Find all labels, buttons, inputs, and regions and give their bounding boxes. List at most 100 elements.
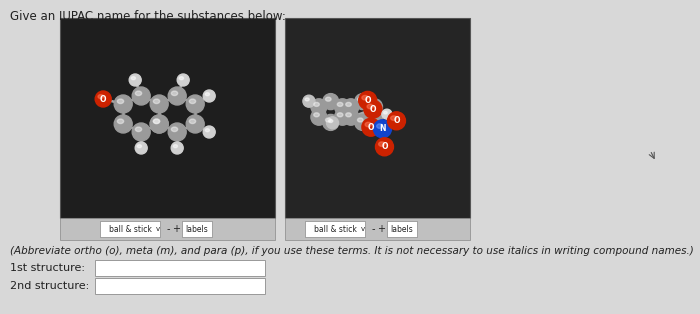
Circle shape — [388, 112, 405, 130]
Bar — [285, 18, 470, 218]
Text: O: O — [365, 96, 371, 105]
Ellipse shape — [377, 124, 383, 128]
Circle shape — [335, 109, 351, 125]
Text: 1st structure:: 1st structure: — [10, 263, 85, 273]
Text: ball & stick: ball & stick — [314, 225, 356, 234]
Ellipse shape — [135, 91, 141, 95]
Text: ball & stick: ball & stick — [108, 225, 151, 234]
Ellipse shape — [189, 99, 196, 104]
Text: O: O — [100, 95, 106, 104]
Ellipse shape — [174, 145, 178, 148]
Ellipse shape — [384, 111, 387, 114]
Bar — [387, 221, 417, 237]
Ellipse shape — [365, 122, 372, 127]
Circle shape — [374, 120, 391, 138]
Circle shape — [358, 91, 377, 109]
Circle shape — [311, 99, 327, 115]
Circle shape — [355, 94, 371, 110]
Ellipse shape — [118, 119, 124, 123]
Circle shape — [355, 114, 371, 130]
Circle shape — [303, 95, 315, 107]
Ellipse shape — [118, 99, 124, 104]
Text: Give an IUPAC name for the substances below:: Give an IUPAC name for the substances be… — [10, 10, 286, 23]
Circle shape — [130, 74, 141, 86]
Circle shape — [168, 87, 186, 105]
Ellipse shape — [346, 102, 351, 106]
Bar — [100, 221, 160, 237]
Ellipse shape — [314, 113, 319, 117]
Circle shape — [375, 138, 393, 156]
Text: +: + — [377, 224, 385, 234]
Circle shape — [367, 99, 382, 115]
Ellipse shape — [132, 77, 136, 80]
Circle shape — [362, 118, 380, 136]
Ellipse shape — [337, 113, 343, 117]
Ellipse shape — [314, 102, 319, 106]
Ellipse shape — [370, 113, 375, 117]
Circle shape — [364, 100, 382, 118]
Ellipse shape — [189, 119, 196, 123]
Circle shape — [172, 142, 183, 154]
Ellipse shape — [153, 119, 160, 123]
Ellipse shape — [346, 113, 351, 117]
Circle shape — [203, 90, 215, 102]
Circle shape — [186, 115, 204, 133]
Text: O: O — [370, 105, 376, 114]
Ellipse shape — [205, 93, 209, 96]
Circle shape — [114, 95, 132, 113]
Text: v: v — [361, 226, 365, 232]
Text: +: + — [172, 224, 180, 234]
Circle shape — [343, 109, 359, 125]
Ellipse shape — [391, 116, 397, 120]
Ellipse shape — [337, 102, 343, 106]
Text: -: - — [167, 224, 169, 234]
Bar — [95, 260, 265, 276]
Circle shape — [150, 115, 168, 133]
Ellipse shape — [172, 127, 178, 132]
Ellipse shape — [179, 77, 183, 80]
Text: N: N — [379, 124, 386, 133]
Ellipse shape — [153, 119, 160, 123]
Ellipse shape — [172, 91, 178, 95]
Bar — [60, 218, 275, 240]
Bar — [285, 218, 470, 240]
Ellipse shape — [358, 118, 363, 122]
Ellipse shape — [328, 120, 332, 122]
Text: 2nd structure:: 2nd structure: — [10, 281, 90, 291]
Bar — [60, 18, 275, 218]
Circle shape — [186, 95, 204, 113]
Circle shape — [132, 123, 150, 141]
Circle shape — [114, 115, 132, 133]
Circle shape — [343, 99, 359, 115]
Ellipse shape — [362, 95, 368, 100]
Text: O: O — [393, 116, 400, 125]
Circle shape — [132, 87, 150, 105]
Text: labels: labels — [186, 225, 209, 234]
Circle shape — [323, 114, 339, 130]
Circle shape — [135, 142, 147, 154]
Ellipse shape — [326, 97, 331, 101]
Ellipse shape — [135, 127, 141, 132]
Ellipse shape — [358, 97, 363, 101]
Circle shape — [326, 117, 339, 129]
Bar — [305, 221, 365, 237]
Text: O: O — [382, 142, 388, 151]
Ellipse shape — [370, 102, 375, 106]
Circle shape — [335, 99, 351, 115]
Circle shape — [311, 109, 327, 125]
Text: labels: labels — [391, 225, 414, 234]
Circle shape — [382, 109, 392, 119]
Bar — [95, 278, 265, 294]
Circle shape — [323, 94, 339, 110]
Ellipse shape — [367, 104, 373, 109]
Text: v: v — [156, 226, 160, 232]
Circle shape — [150, 115, 168, 133]
Ellipse shape — [98, 95, 104, 99]
Ellipse shape — [205, 129, 209, 132]
Ellipse shape — [326, 118, 331, 122]
Circle shape — [168, 123, 186, 141]
Ellipse shape — [153, 99, 160, 104]
Text: O: O — [368, 123, 374, 132]
Text: -: - — [371, 224, 374, 234]
Ellipse shape — [379, 142, 385, 146]
